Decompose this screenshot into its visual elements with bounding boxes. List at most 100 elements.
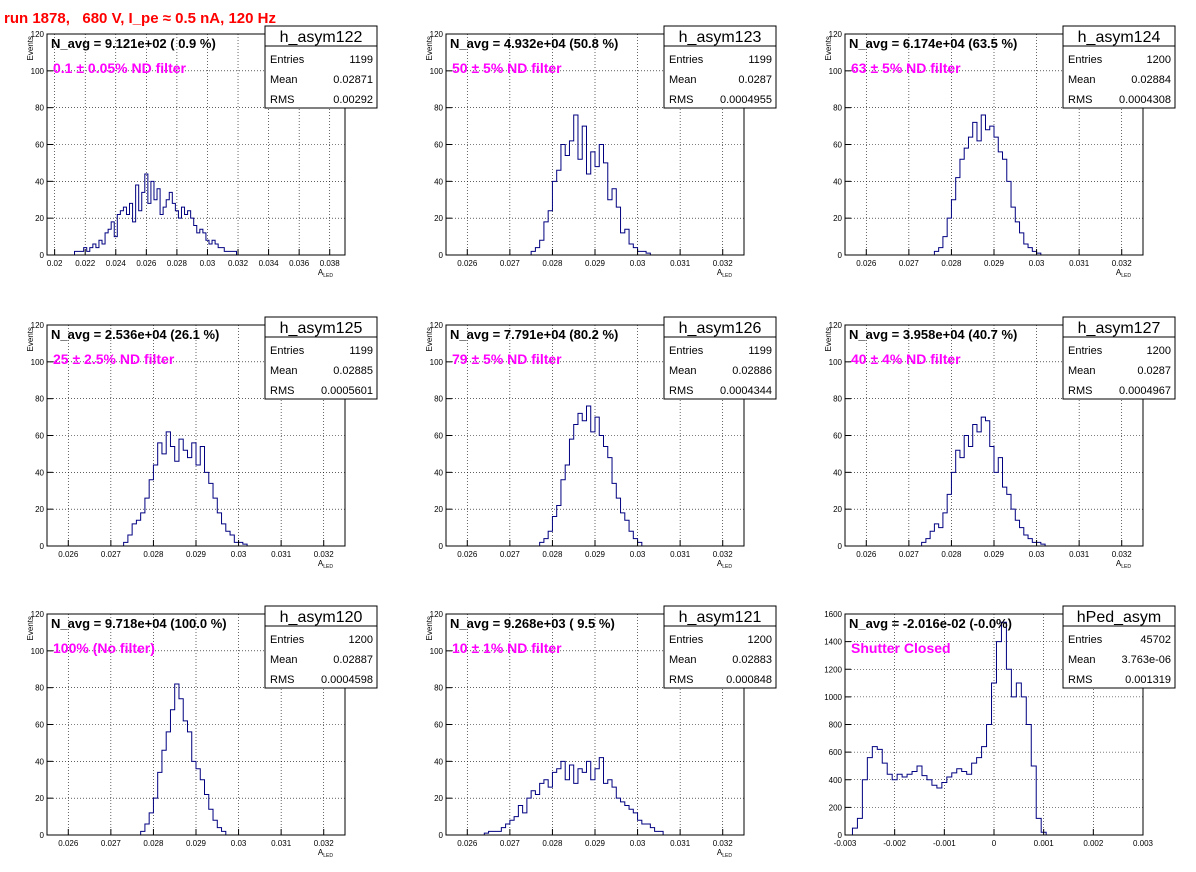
y-tick-label: 0 — [40, 251, 45, 260]
stats-value: 1200 — [1147, 345, 1171, 357]
stats-label: Entries — [669, 634, 704, 646]
x-tick-label: 0.031 — [670, 550, 691, 559]
stats-value: 0.02871 — [333, 74, 373, 86]
x-tick-label: 0.03 — [630, 550, 646, 559]
stats-box: h_asym122 Entries 1199 Mean 0.02871 RMS 0.0029… — [264, 25, 378, 109]
filter-label: 79 ± 5% ND filter — [452, 351, 562, 367]
y-tick-label: 80 — [35, 395, 44, 404]
navg-label: N_avg = 9.268e+03 ( 9.5 %) — [450, 616, 615, 631]
stats-box-frame — [1062, 316, 1176, 400]
y-tick-label: 120 — [31, 30, 45, 39]
y-axis-label: Events — [425, 616, 434, 640]
x-tick-label: 0.031 — [1069, 259, 1090, 268]
navg-label: N_avg = 9.718e+04 (100.0 %) — [51, 616, 227, 631]
panel-h_asym121: 0.026 0.027 0.028 0.029 0.03 0.031 0.032 0 20 40 6… — [425, 605, 777, 859]
histogram-name: h_asym122 — [280, 29, 363, 46]
stats-label: Entries — [1068, 54, 1103, 66]
stats-value: 0.0005601 — [321, 385, 373, 397]
stats-value: 0.02885 — [333, 365, 373, 377]
y-tick-label: 1600 — [824, 610, 842, 619]
filter-label: 100% (No filter) — [53, 640, 155, 656]
navg-label: N_avg = 2.536e+04 (26.1 %) — [51, 327, 219, 342]
stats-value: 0.02886 — [732, 365, 772, 377]
y-tick-label: 60 — [35, 141, 44, 150]
x-axis-label: ALED — [717, 268, 732, 279]
y-tick-label: 40 — [35, 757, 44, 766]
y-tick-label: 60 — [434, 721, 443, 730]
y-tick-label: 20 — [833, 505, 842, 514]
y-tick-label: 200 — [829, 803, 843, 812]
stats-label: RMS — [1068, 385, 1092, 397]
x-tick-label: 0.031 — [271, 550, 292, 559]
x-tick-label: 0.027 — [101, 839, 122, 848]
y-tick-label: 100 — [31, 358, 45, 367]
histogram-line — [140, 683, 227, 835]
stats-box: h_asym123 Entries 1199 Mean 0.0287 RMS 0.00049… — [663, 25, 777, 109]
histogram-name: h_asym125 — [280, 320, 363, 337]
stats-value: 1200 — [1147, 54, 1171, 66]
x-tick-label: 0.026 — [856, 550, 877, 559]
x-tick-label: 0.029 — [585, 550, 606, 559]
x-tick-label: 0.031 — [670, 839, 691, 848]
x-tick-label: 0.028 — [542, 839, 563, 848]
stats-label: Mean — [669, 654, 697, 666]
y-axis-label: Events — [824, 327, 833, 351]
x-axis-label: ALED — [318, 848, 333, 859]
filter-label: 40 ± 4% ND filter — [851, 351, 961, 367]
x-tick-label: 0.001 — [1034, 839, 1055, 848]
x-tick-label: 0.029 — [186, 839, 207, 848]
x-axis-label-subscript: LED — [323, 564, 333, 570]
y-tick-label: 40 — [434, 757, 443, 766]
stats-label: Entries — [1068, 634, 1103, 646]
y-tick-label: 40 — [434, 177, 443, 186]
y-tick-label: 80 — [833, 104, 842, 113]
x-tick-label: -0.003 — [834, 839, 857, 848]
stats-label: Mean — [669, 365, 697, 377]
y-tick-label: 0 — [838, 251, 843, 260]
stats-label: RMS — [270, 94, 294, 106]
x-tick-label: 0.03 — [200, 259, 216, 268]
x-tick-label: 0.03 — [231, 839, 247, 848]
y-tick-label: 0 — [40, 542, 45, 551]
y-tick-label: 60 — [35, 721, 44, 730]
x-tick-label: 0.032 — [713, 839, 734, 848]
x-axis-label-subscript: LED — [722, 564, 732, 570]
x-tick-label: 0.026 — [457, 259, 478, 268]
x-tick-label: 0.024 — [106, 259, 127, 268]
panel-h_asym126: 0.026 0.027 0.028 0.029 0.03 0.031 0.032 0 20 40 6… — [425, 316, 777, 570]
stats-label: Entries — [270, 54, 305, 66]
y-tick-label: 40 — [833, 177, 842, 186]
page-title: run 1878, 680 V, I_pe ≈ 0.5 nA, 120 Hz — [4, 10, 276, 27]
stats-label: Mean — [270, 74, 298, 86]
x-tick-label: 0.032 — [713, 550, 734, 559]
y-tick-label: 0 — [439, 542, 444, 551]
stats-value: 0.0287 — [738, 74, 772, 86]
filter-label: 50 ± 5% ND filter — [452, 60, 562, 76]
stats-label: RMS — [1068, 94, 1092, 106]
y-tick-label: 100 — [829, 67, 843, 76]
stats-label: Mean — [270, 654, 298, 666]
stats-label: Mean — [1068, 654, 1096, 666]
y-tick-label: 60 — [35, 432, 44, 441]
y-tick-label: 400 — [829, 776, 843, 785]
stats-value: 1199 — [748, 345, 772, 357]
stats-label: Mean — [669, 74, 697, 86]
histogram-name: h_asym121 — [679, 609, 762, 626]
x-tick-label: 0.029 — [585, 259, 606, 268]
stats-label: Entries — [270, 345, 305, 357]
x-tick-label: 0.002 — [1083, 839, 1104, 848]
y-tick-label: 0 — [838, 542, 843, 551]
x-tick-label: 0.026 — [58, 550, 79, 559]
y-axis-label: Events — [425, 36, 434, 60]
stats-label: RMS — [669, 94, 693, 106]
x-tick-label: 0.029 — [585, 839, 606, 848]
y-tick-label: 60 — [434, 432, 443, 441]
x-tick-label: 0.032 — [314, 550, 335, 559]
x-tick-label: 0.029 — [984, 259, 1005, 268]
stats-value: 45702 — [1140, 634, 1171, 646]
navg-label: N_avg = 7.791e+04 (80.2 %) — [450, 327, 618, 342]
y-tick-label: 100 — [31, 647, 45, 656]
y-tick-label: 20 — [434, 794, 443, 803]
x-axis-label: ALED — [1116, 268, 1131, 279]
y-tick-label: 0 — [439, 251, 444, 260]
